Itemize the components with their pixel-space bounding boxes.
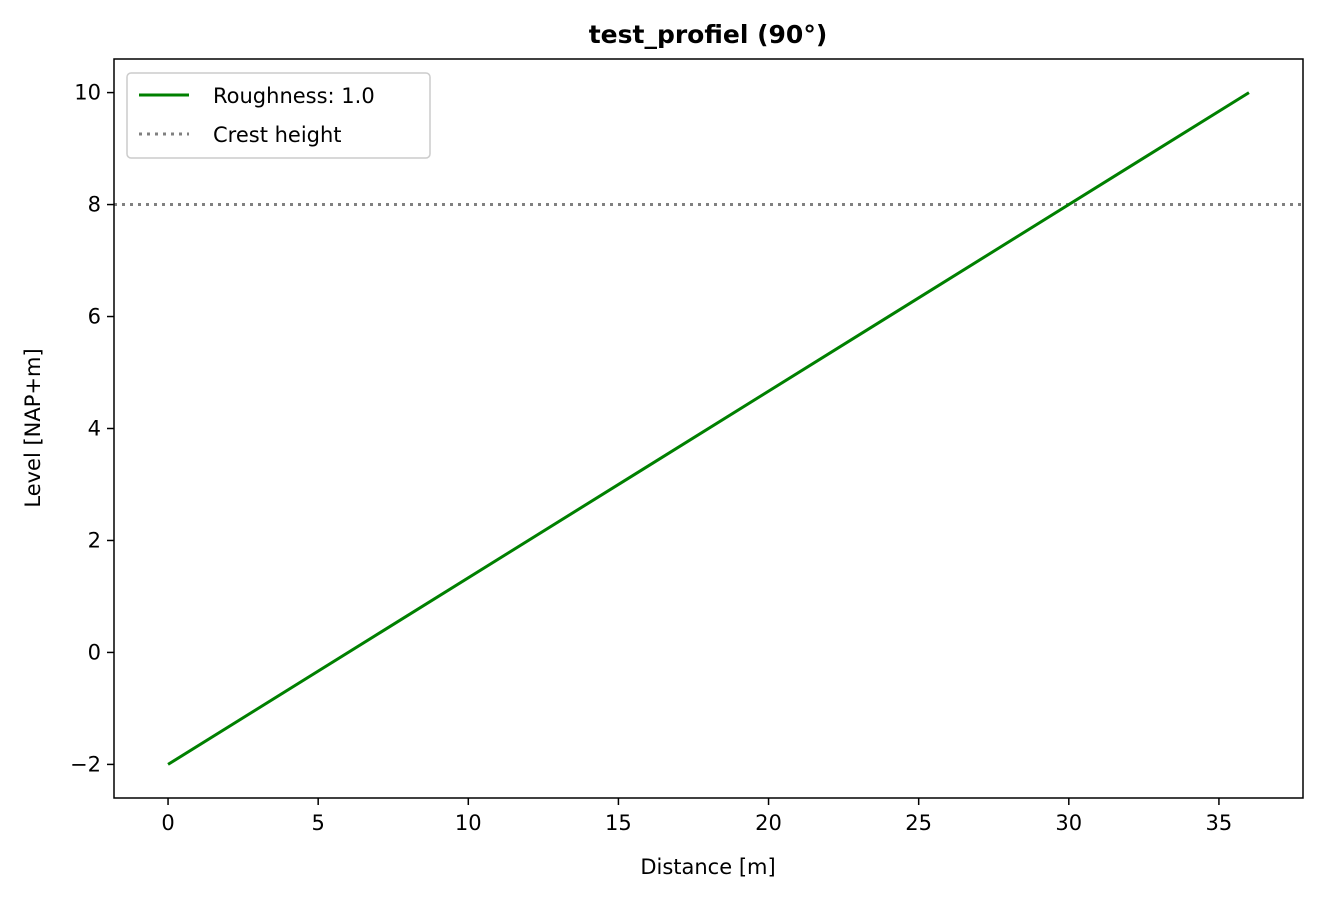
x-tick-label: 20: [755, 811, 782, 835]
y-tick-label: 0: [88, 640, 101, 664]
y-tick-label: 2: [88, 528, 101, 552]
x-tick-label: 0: [161, 811, 174, 835]
legend-entry-crest-height-label: Crest height: [213, 123, 342, 147]
legend-box: [126, 72, 431, 159]
plot-area: [114, 91, 1303, 766]
x-tick-label: 10: [455, 811, 482, 835]
roughness-series-line: [167, 91, 1250, 766]
y-tick-label: 4: [88, 417, 101, 441]
chart-title: test_profiel (90°): [589, 20, 828, 49]
x-tick-label: 5: [311, 811, 324, 835]
x-axis: 0 5 10 15 20 25 30 35: [161, 798, 1232, 835]
y-tick-label: 8: [88, 193, 101, 217]
y-axis: −2 0 2 4 6 8 10: [70, 81, 114, 776]
x-tick-label: 35: [1206, 811, 1233, 835]
y-tick-label: 10: [74, 81, 101, 105]
x-tick-label: 30: [1055, 811, 1082, 835]
legend: Roughness: 1.0 Crest height: [126, 72, 431, 159]
y-axis-label: Level [NAP+m]: [21, 348, 45, 507]
x-tick-label: 25: [905, 811, 932, 835]
x-axis-label: Distance [m]: [640, 855, 775, 879]
y-tick-label: −2: [70, 752, 101, 776]
x-tick-label: 15: [605, 811, 632, 835]
legend-entry-roughness-label: Roughness: 1.0: [213, 84, 375, 108]
y-tick-label: 6: [88, 305, 101, 329]
